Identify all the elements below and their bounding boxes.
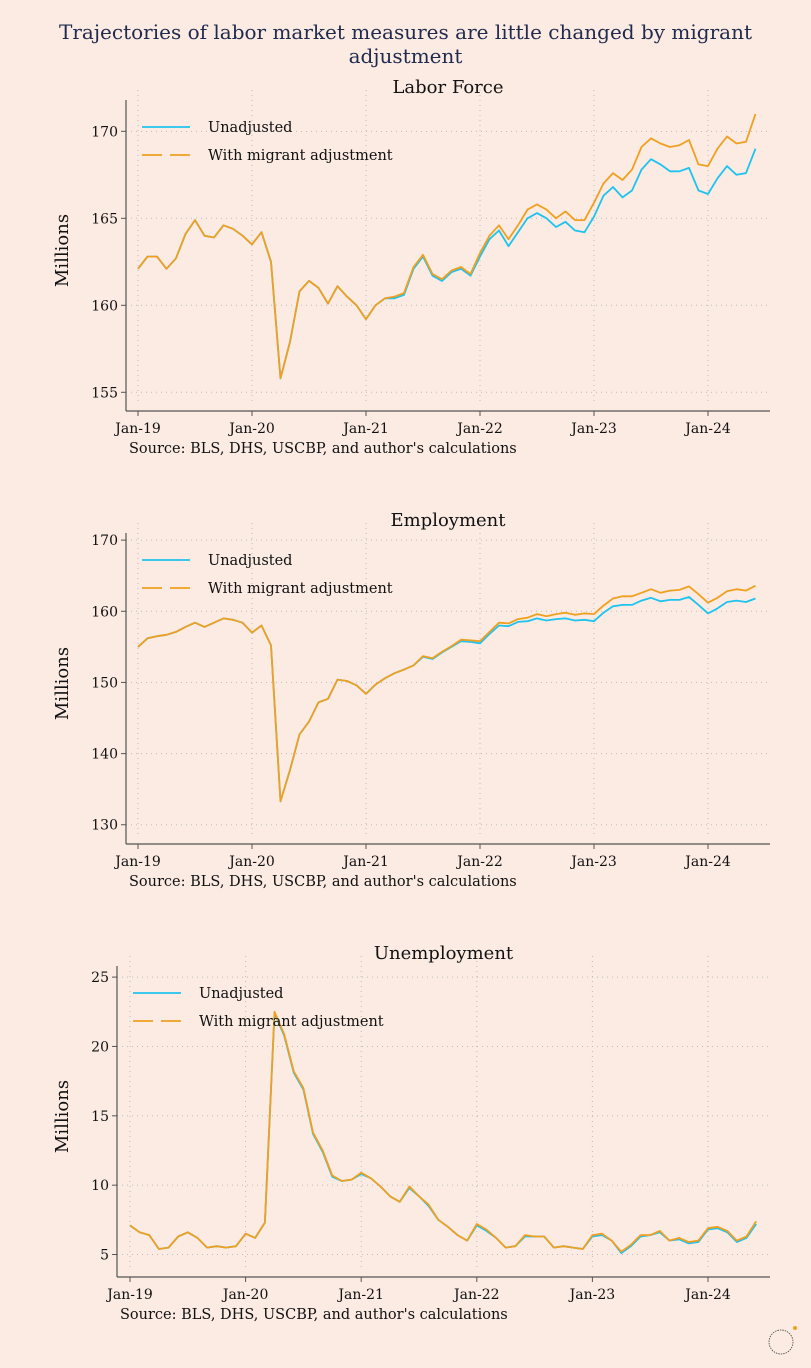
chart-unemployment: Unemployment Millions 5 10 15 20 25 Jan-19 Jan-2… <box>52 943 770 1303</box>
source-note: Source: BLS, DHS, USCBP, and author's ca… <box>129 874 517 890</box>
x-tick-label: Jan-21 <box>341 421 389 437</box>
y-tick-label: 170 <box>91 533 118 549</box>
y-tick-label: 130 <box>91 818 118 834</box>
x-tick-label: Jan-21 <box>341 854 389 870</box>
x-tick-label: Jan-19 <box>113 421 161 437</box>
x-tick-label: Jan-22 <box>452 1287 500 1303</box>
legend-label-adjusted: With migrant adjustment <box>208 581 393 597</box>
source-note: Source: BLS, DHS, USCBP, and author's ca… <box>129 441 517 457</box>
chart-labor-force: Labor Force Millions 155 160 165 170 Jan-19 Jan… <box>52 77 770 437</box>
y-tick-label: 170 <box>91 124 118 140</box>
series-line-unadjusted <box>129 1012 757 1255</box>
y-tick-label: 155 <box>91 385 118 401</box>
legend-label-adjusted: With migrant adjustment <box>199 1014 384 1030</box>
panel-employment: Employment Millions 130 140 150 160 170 Jan-19 J… <box>0 493 811 933</box>
x-tick-label: Jan-24 <box>683 854 731 870</box>
legend-label-unadjusted: Unadjusted <box>199 986 283 1002</box>
y-tick-label: 25 <box>91 970 109 986</box>
y-tick-label: 10 <box>91 1178 109 1194</box>
x-tick-label: Jan-20 <box>221 1287 269 1303</box>
y-tick-label: 150 <box>91 675 118 691</box>
y-tick-label: 5 <box>100 1248 109 1264</box>
y-tick-label: 15 <box>91 1109 109 1125</box>
series-line-adjusted <box>129 1010 757 1253</box>
x-tick-label: Jan-21 <box>336 1287 384 1303</box>
x-tick-label: Jan-23 <box>569 421 617 437</box>
x-tick-label: Jan-22 <box>455 421 503 437</box>
page-title: Trajectories of labor market measures ar… <box>59 20 752 68</box>
y-axis-label: Millions <box>52 214 73 287</box>
series-line-unadjusted <box>137 596 756 803</box>
y-axis-label: Millions <box>52 1080 73 1153</box>
x-tick-label: Jan-23 <box>568 1287 616 1303</box>
series-line-adjusted <box>137 113 757 380</box>
x-tick-label: Jan-20 <box>227 854 275 870</box>
y-tick-label: 160 <box>91 604 118 620</box>
y-tick-label: 160 <box>91 298 118 314</box>
circle-logo-icon <box>768 1326 797 1355</box>
y-tick-label: 140 <box>91 747 118 763</box>
chart-title: Labor Force <box>392 77 503 98</box>
series-line-adjusted <box>137 584 756 803</box>
panel-labor-force: Labor Force Millions 155 160 165 170 Jan-19 Jan… <box>0 60 811 500</box>
x-tick-label: Jan-20 <box>227 421 275 437</box>
y-tick-label: 20 <box>91 1039 109 1055</box>
x-tick-label: Jan-22 <box>455 854 503 870</box>
x-tick-label: Jan-19 <box>113 854 161 870</box>
x-tick-label: Jan-24 <box>683 421 731 437</box>
series-line-unadjusted <box>137 148 757 380</box>
panel-unemployment: Unemployment Millions 5 10 15 20 25 Jan-19 Jan-2… <box>0 926 811 1366</box>
chart-employment: Employment Millions 130 140 150 160 170 Jan-19 J… <box>52 510 770 870</box>
x-tick-label: Jan-24 <box>683 1287 731 1303</box>
chart-title: Employment <box>390 510 506 531</box>
legend-label-adjusted: With migrant adjustment <box>208 148 393 164</box>
y-tick-label: 165 <box>91 211 118 227</box>
x-tick-label: Jan-19 <box>105 1287 153 1303</box>
chart-title: Unemployment <box>374 943 514 964</box>
legend-label-unadjusted: Unadjusted <box>208 553 292 569</box>
x-tick-label: Jan-23 <box>569 854 617 870</box>
legend-label-unadjusted: Unadjusted <box>208 120 292 136</box>
y-axis-label: Millions <box>52 647 73 720</box>
source-note: Source: BLS, DHS, USCBP, and author's ca… <box>120 1307 508 1323</box>
